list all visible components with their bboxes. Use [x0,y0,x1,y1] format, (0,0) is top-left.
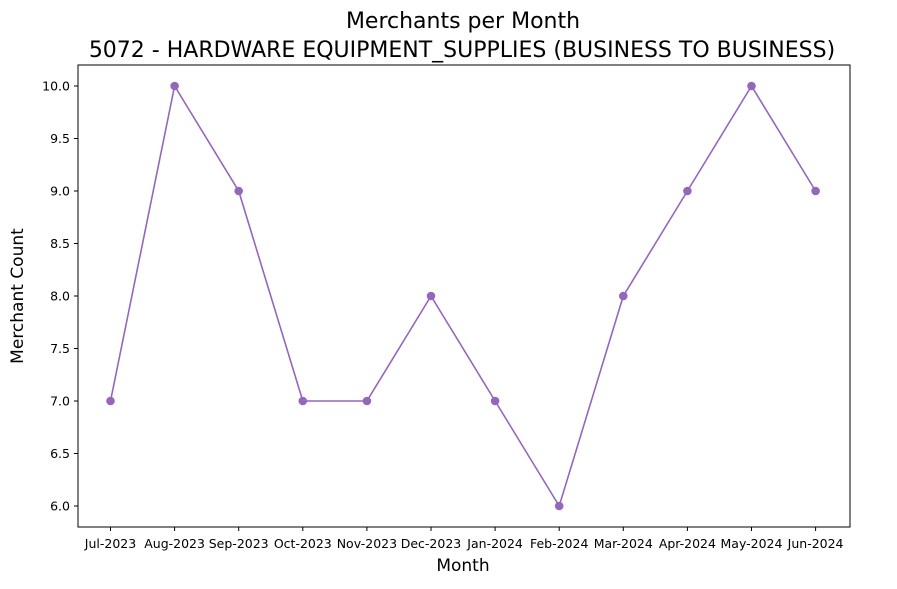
y-tick-label: 9.5 [50,131,70,146]
x-tick-label: Jan-2024 [466,536,523,551]
data-point [683,186,692,196]
data-point [234,186,243,196]
y-tick-label: 10.0 [42,79,70,94]
x-tick-label: Sep-2023 [209,536,269,551]
data-point [811,186,820,196]
x-tick-label: Mar-2024 [594,536,653,551]
x-tick-label: Jun-2024 [787,536,844,551]
x-tick-label: Oct-2023 [274,536,332,551]
chart-title: Merchants per Month [346,9,580,34]
y-tick-label: 6.5 [50,446,70,461]
x-tick-label: May-2024 [721,536,783,551]
data-point [619,291,628,301]
y-axis-label: Merchant Count [8,228,28,364]
y-tick-label: 9.0 [50,184,70,199]
x-axis-label: Month [436,556,489,576]
x-tick-label: Dec-2023 [401,536,462,551]
plot-area: 6.0 6.5 7.0 7.5 8.0 8.5 9.0 9.5 10.0 Jul-2023 Aug-… [42,64,851,551]
y-tick-label: 7.5 [50,341,70,356]
data-point [554,501,564,511]
x-tick-label: Apr-2024 [659,536,716,551]
data-point [106,396,115,406]
x-tick-label: Aug-2023 [144,536,205,551]
y-tick-label: 6.0 [50,499,70,514]
x-tick-label: Jul-2023 [84,536,136,551]
series-line [109,83,817,508]
y-tick-label: 8.5 [50,236,70,251]
y-tick-label: 7.0 [50,394,70,409]
data-point [426,291,436,301]
x-tick-label: Feb-2024 [530,536,589,551]
data-point [362,396,372,406]
data-point [298,396,308,406]
data-point [747,81,756,91]
x-tick-label: Nov-2023 [337,536,397,551]
plot-frame [77,64,851,528]
chart-subtitle: 5072 - HARDWARE EQUIPMENT_SUPPLIES (BUSI… [89,38,835,63]
data-point [490,396,500,406]
data-point [170,81,179,91]
y-tick-label: 8.0 [50,289,70,304]
